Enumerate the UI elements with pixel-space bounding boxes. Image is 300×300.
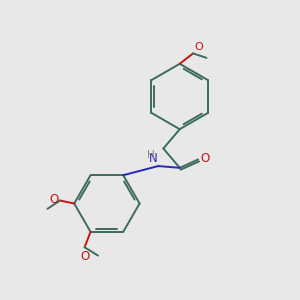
Text: H: H	[147, 149, 155, 160]
Text: O: O	[49, 193, 58, 206]
Text: O: O	[194, 42, 203, 52]
Text: N: N	[149, 152, 158, 165]
Text: O: O	[200, 152, 209, 165]
Text: O: O	[80, 250, 89, 263]
